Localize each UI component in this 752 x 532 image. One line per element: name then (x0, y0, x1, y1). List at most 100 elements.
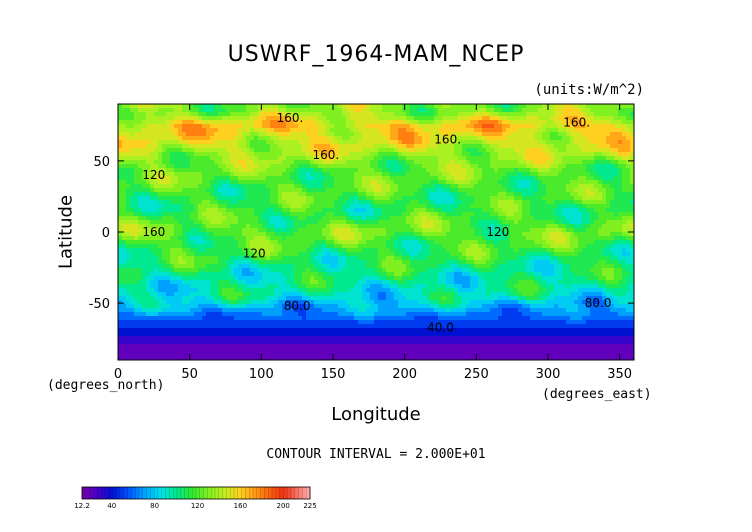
heat-cell (254, 140, 259, 145)
heat-cell (446, 208, 451, 213)
heat-cell (522, 164, 527, 169)
heat-cell (510, 140, 515, 145)
heat-cell (590, 252, 595, 257)
heat-cell (602, 216, 607, 221)
heat-cell (362, 220, 367, 225)
heat-cell (270, 220, 275, 225)
heat-cell (330, 252, 335, 257)
heat-cell (250, 196, 255, 201)
heat-cell (466, 196, 471, 201)
heat-cell (554, 160, 559, 165)
heat-cell (338, 104, 343, 109)
heat-cell (566, 120, 571, 125)
heat-cell (254, 116, 259, 121)
heat-cell (542, 108, 547, 113)
heat-cell (246, 128, 251, 133)
heat-cell (530, 136, 535, 141)
heat-cell (306, 180, 311, 185)
heat-cell (390, 140, 395, 145)
heat-cell (162, 196, 167, 201)
heat-cell (574, 204, 579, 209)
heat-cell (434, 172, 439, 177)
heat-cell (226, 204, 231, 209)
heat-cell (182, 236, 187, 241)
heat-cell (402, 224, 407, 229)
heat-cell (374, 132, 379, 137)
heat-cell (370, 132, 375, 137)
heat-cell (206, 144, 211, 149)
heat-cell (534, 136, 539, 141)
heat-cell (334, 224, 339, 229)
heat-cell (462, 196, 467, 201)
heat-cell (442, 156, 447, 161)
heat-cell (122, 180, 127, 185)
heat-cell (386, 120, 391, 125)
heat-cell (302, 128, 307, 133)
heat-cell (326, 248, 331, 253)
heat-cell (506, 240, 511, 245)
heat-cell (182, 192, 187, 197)
heat-cell (130, 168, 135, 173)
heat-cell (366, 168, 371, 173)
heat-cell (554, 172, 559, 177)
heat-cell (558, 172, 563, 177)
heat-cell (214, 156, 219, 161)
heat-cell (466, 244, 471, 249)
heat-cell (590, 140, 595, 145)
heat-cell (138, 256, 143, 261)
heat-cell (414, 104, 419, 109)
heat-cell (414, 152, 419, 157)
heat-cell (306, 200, 311, 205)
heat-cell (278, 132, 283, 137)
heat-cell (486, 168, 491, 173)
heat-cell (586, 136, 591, 141)
heat-cell (438, 152, 443, 157)
heat-cell (430, 164, 435, 169)
heat-cell (270, 164, 275, 169)
heat-cell (570, 136, 575, 141)
heat-cell (534, 232, 539, 237)
heat-cell (410, 232, 415, 237)
heat-cell (438, 180, 443, 185)
heat-cell (410, 208, 415, 213)
heat-cell (546, 252, 551, 257)
heat-cell (178, 256, 183, 261)
heat-cell (522, 208, 527, 213)
heat-cell (518, 208, 523, 213)
heat-cell (594, 200, 599, 205)
heat-cell (366, 240, 371, 245)
heat-cell (290, 176, 295, 181)
heat-cell (622, 228, 627, 233)
heat-cell (494, 240, 499, 245)
heat-cell (242, 172, 247, 177)
heat-cell (178, 132, 183, 137)
heat-cell (266, 176, 271, 181)
heat-cell (314, 196, 319, 201)
heat-cell (150, 164, 155, 169)
heat-cell (370, 212, 375, 217)
heat-cell (514, 168, 519, 173)
heat-cell (154, 252, 159, 257)
heat-cell (118, 212, 123, 217)
heat-cell (226, 148, 231, 153)
heat-cell (154, 232, 159, 237)
heat-cell (262, 152, 267, 157)
heat-cell (182, 112, 187, 117)
heat-cell (514, 176, 519, 181)
heat-cell (294, 204, 299, 209)
heat-cell (118, 128, 123, 133)
heat-cell (122, 136, 127, 141)
heat-cell (294, 180, 299, 185)
heat-cell (514, 156, 519, 161)
heat-cell (242, 252, 247, 257)
heat-cell (362, 216, 367, 221)
heat-cell (550, 232, 555, 237)
heat-cell (498, 168, 503, 173)
heat-cell (610, 236, 615, 241)
heat-cell (306, 224, 311, 229)
heat-cell (134, 168, 139, 173)
heat-cell (390, 204, 395, 209)
heat-cell (342, 172, 347, 177)
heat-cell (530, 120, 535, 125)
heat-cell (554, 196, 559, 201)
